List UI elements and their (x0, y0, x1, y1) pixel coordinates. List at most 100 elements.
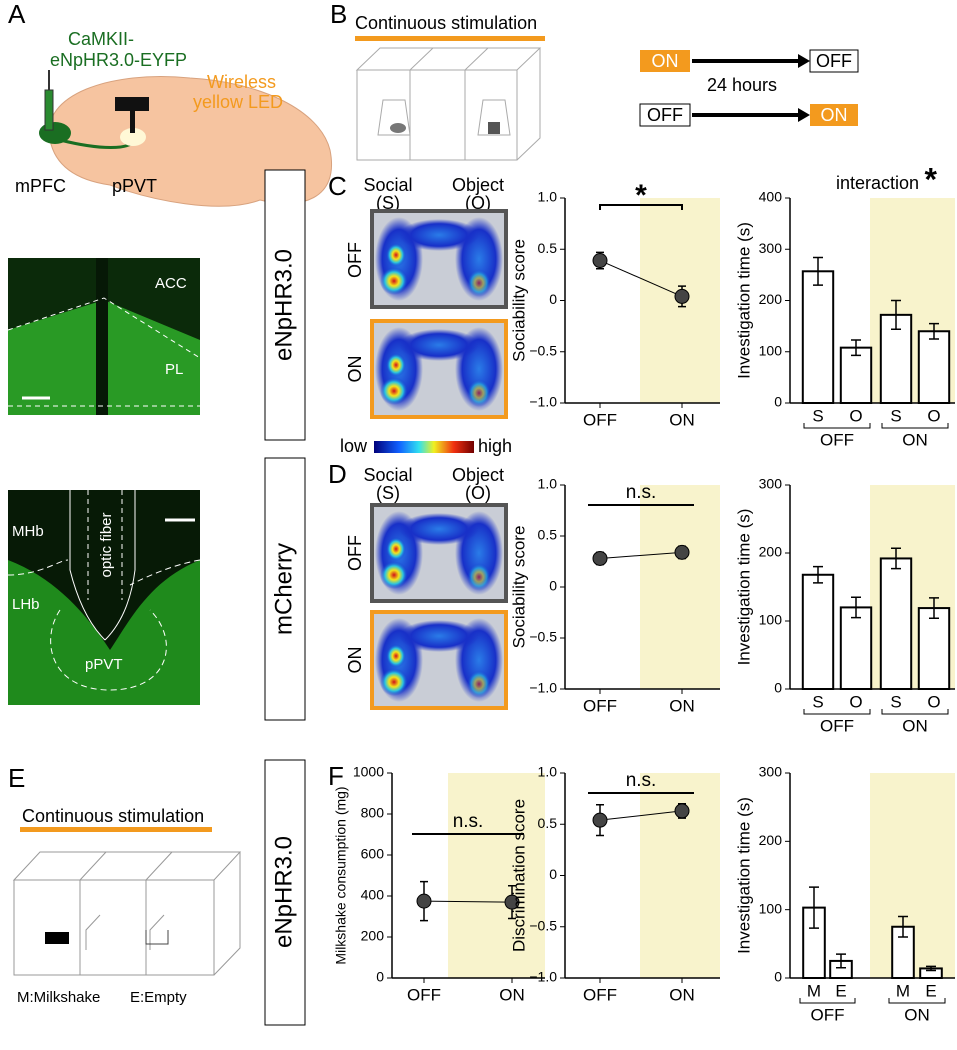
mouse (390, 123, 406, 133)
slice-label: pPVT (85, 656, 123, 673)
y-tick-label: 0 (549, 578, 557, 594)
region-label: pPVT (112, 176, 157, 196)
y-axis-label: Milkshake consumption (mg) (333, 786, 349, 964)
syringe (44, 89, 54, 131)
stim-bar (355, 36, 545, 41)
mean-point (504, 894, 520, 910)
panel-letter: E (8, 763, 25, 793)
mean-point (592, 812, 608, 828)
heatmap-label: Social (363, 175, 412, 195)
heatmap-frame (370, 610, 508, 710)
group-label: OFF (820, 430, 854, 449)
heatmap-label: (O) (465, 193, 491, 213)
y-axis-label: Investigation time (s) (734, 509, 753, 666)
error-bar (891, 547, 901, 570)
y-tick-label: −1.0 (529, 969, 557, 985)
y-tick-label: 1.0 (538, 764, 558, 780)
off-box (639, 103, 691, 127)
color-bar (374, 441, 474, 453)
arrow-head (798, 54, 810, 68)
y-tick-label: 400 (361, 887, 385, 903)
x-tick-label: ON (669, 696, 695, 715)
led-label: Wireless (207, 72, 276, 92)
error-bar (851, 596, 861, 619)
heatmap (374, 507, 504, 599)
row-label: eNpHR3.0 (270, 836, 297, 948)
slice-label: optic fiber (98, 512, 115, 577)
x-tick-label: E (835, 981, 846, 1000)
stim-label: Continuous stimulation (355, 13, 537, 33)
x-tick-label: OFF (583, 410, 617, 429)
mean-point (592, 253, 608, 269)
mean-point (674, 288, 690, 304)
mean-point (674, 803, 690, 819)
significance: * (635, 179, 647, 212)
stim-bar (20, 827, 212, 832)
dark-region (8, 490, 200, 650)
panel-letter: D (328, 459, 347, 489)
y-tick-label: 100 (759, 342, 783, 358)
x-tick-label: S (890, 692, 901, 711)
heatmap-label: Object (452, 175, 504, 195)
y-tick-label: 600 (361, 846, 385, 862)
x-tick-label: M (807, 981, 821, 1000)
error-bar (813, 565, 823, 584)
group-label: ON (902, 716, 928, 735)
y-tick-label: 200 (759, 832, 783, 848)
bar (879, 557, 913, 690)
significance: n.s. (626, 482, 657, 503)
y-tick-label: 0.5 (538, 815, 558, 831)
mean-line (599, 810, 683, 821)
significance: n.s. (453, 811, 484, 832)
schedule-label: ON (821, 105, 848, 125)
heatmap-frame (370, 503, 508, 603)
scale-label: high (478, 436, 512, 456)
row-box (264, 169, 306, 441)
panel-letter: C (328, 171, 347, 201)
significance: n.s. (626, 770, 657, 791)
significance-line (599, 204, 683, 210)
group-bracket (888, 998, 946, 1004)
mean-line (423, 900, 513, 903)
off-box (809, 49, 859, 73)
error-bar (929, 597, 939, 620)
x-tick-label: OFF (583, 696, 617, 715)
mean-point (592, 550, 608, 566)
error-bar (926, 965, 936, 972)
error-bar (813, 256, 823, 286)
slice-label: ACC (155, 275, 187, 292)
on-box (810, 104, 858, 126)
heatmap-frame (370, 319, 508, 419)
y-axis-label: Investigation time (s) (734, 222, 753, 379)
heatmap-label: Social (363, 465, 412, 485)
slice-label: IL (175, 415, 188, 432)
error-bar (851, 339, 861, 357)
mean-point (416, 893, 432, 909)
chart-title: interaction (836, 173, 919, 193)
panel-letter: F (328, 761, 344, 791)
y-tick-label: −0.5 (529, 917, 557, 933)
y-tick-label: 1.0 (538, 476, 558, 492)
fiber-track (87, 490, 123, 600)
region-border (7, 559, 201, 691)
group-bracket (881, 423, 949, 429)
region-border (7, 297, 201, 407)
arena-schematic (355, 47, 542, 161)
x-tick-label: ON (669, 410, 695, 429)
panel-letter: A (8, 0, 26, 29)
group-label: ON (904, 1005, 930, 1024)
midline (96, 258, 108, 415)
heatmap-label: (S) (376, 193, 400, 213)
condition-label: ON (345, 356, 365, 383)
row-label: eNpHR3.0 (270, 249, 297, 361)
x-tick-label: O (849, 406, 862, 425)
bar (917, 607, 951, 691)
x-tick-label: O (927, 406, 940, 425)
stim-label: Continuous stimulation (22, 806, 204, 826)
y-tick-label: 100 (759, 612, 783, 628)
schedule-label: OFF (816, 51, 852, 71)
x-tick-label: OFF (407, 985, 441, 1004)
heatmap-frame (370, 209, 508, 309)
legend-label: M:Milkshake (17, 989, 100, 1006)
x-tick-label: S (812, 406, 823, 425)
